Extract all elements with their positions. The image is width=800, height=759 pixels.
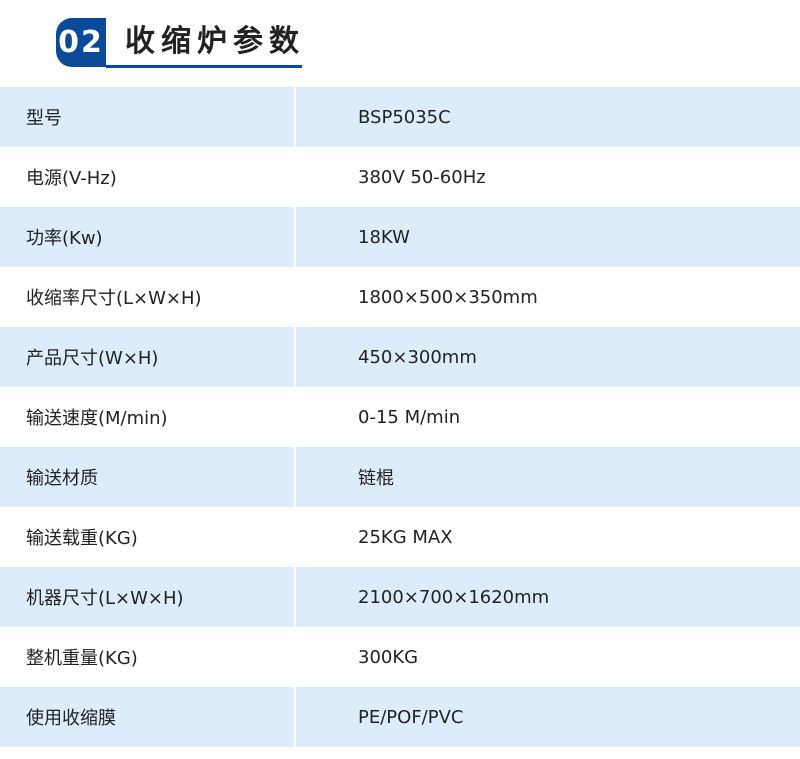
spec-value: PE/POF/PVC	[296, 687, 800, 747]
spec-value: 300KG	[358, 646, 419, 668]
spec-value: 380V 50-60Hz	[358, 166, 486, 188]
table-row: 产品尺寸(W×H) 450×300mm	[0, 327, 800, 387]
table-row: 收缩率尺寸(L×W×H) 1800×500×350mm	[0, 267, 800, 327]
spec-label: 电源(V-Hz)	[26, 168, 117, 189]
spec-value: 链棍	[296, 447, 800, 507]
table-row: 输送速度(M/min) 0-15 M/min	[0, 387, 800, 447]
spec-label: 功率(Kw)	[0, 207, 294, 267]
column-divider	[294, 267, 296, 327]
spec-label: 输送载重(KG)	[26, 528, 138, 549]
spec-label: 产品尺寸(W×H)	[0, 327, 294, 387]
column-divider	[294, 447, 296, 507]
spec-label: 使用收缩膜	[0, 687, 294, 747]
column-divider	[294, 627, 296, 687]
spec-label: 机器尺寸(L×W×H)	[0, 567, 294, 627]
column-divider	[294, 87, 296, 147]
table-row: 使用收缩膜 PE/POF/PVC	[0, 687, 800, 747]
table-row: 整机重量(KG) 300KG	[0, 627, 800, 687]
spec-label: 型号	[0, 87, 294, 147]
spec-value: BSP5035C	[296, 87, 800, 147]
spec-table: 型号 BSP5035C 电源(V-Hz) 380V 50-60Hz 功率(Kw) 18KW…	[0, 87, 800, 747]
column-divider	[294, 147, 296, 207]
table-row: 电源(V-Hz) 380V 50-60Hz	[0, 147, 800, 207]
section-number-badge: 02	[56, 18, 106, 67]
spec-label: 输送材质	[0, 447, 294, 507]
column-divider	[294, 507, 296, 567]
table-row: 型号 BSP5035C	[0, 87, 800, 147]
column-divider	[294, 327, 296, 387]
table-row: 机器尺寸(L×W×H) 2100×700×1620mm	[0, 567, 800, 627]
title-underline	[106, 65, 302, 68]
spec-value: 450×300mm	[296, 327, 800, 387]
table-row: 功率(Kw) 18KW	[0, 207, 800, 267]
spec-value: 18KW	[296, 207, 800, 267]
column-divider	[294, 687, 296, 747]
section-title: 收缩炉参数	[125, 24, 305, 59]
spec-value: 2100×700×1620mm	[296, 567, 800, 627]
column-divider	[294, 207, 296, 267]
column-divider	[294, 387, 296, 447]
spec-value: 1800×500×350mm	[358, 286, 538, 308]
spec-label: 整机重量(KG)	[26, 648, 138, 669]
spec-value: 0-15 M/min	[358, 406, 461, 428]
table-row: 输送载重(KG) 25KG MAX	[0, 507, 800, 567]
column-divider	[294, 567, 296, 627]
spec-label: 收缩率尺寸(L×W×H)	[26, 288, 202, 309]
spec-value: 25KG MAX	[358, 526, 453, 548]
table-row: 输送材质 链棍	[0, 447, 800, 507]
spec-label: 输送速度(M/min)	[26, 408, 168, 429]
